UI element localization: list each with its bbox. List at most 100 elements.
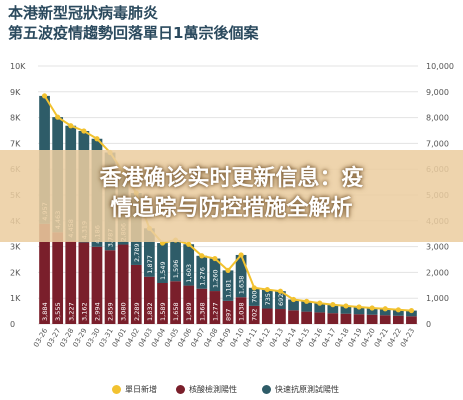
data-label-pcr: 1,489	[185, 302, 193, 321]
data-label-pcr: 897	[225, 309, 233, 321]
legend-swatch-rat	[262, 385, 271, 394]
legend-label-pcr: 核酸檢測陽性	[189, 385, 237, 394]
y-tick-label-right: 2,000	[426, 268, 449, 277]
y-tick-label-right: 7,000	[426, 139, 449, 148]
bar-pcr	[52, 232, 64, 324]
legend-item-daily: 單日新增	[112, 384, 157, 395]
bar-rat	[248, 287, 260, 306]
bar-pcr	[91, 246, 103, 324]
data-label-rat: 1,638	[238, 276, 246, 295]
data-label-pcr: 1,277	[211, 302, 219, 321]
legend-swatch-pcr	[176, 385, 185, 394]
bar-pcr	[130, 264, 142, 324]
data-label-rat: 1,603	[185, 264, 193, 283]
y-tick-label-right: 9,000	[426, 88, 449, 97]
data-label-rat: 1,877	[146, 255, 154, 274]
point-daily-new	[94, 136, 100, 142]
data-label-pcr: 2,289	[133, 302, 141, 321]
y-tick-label-right: 10,000	[426, 62, 454, 71]
data-label-pcr: 3,227	[67, 302, 75, 321]
data-label-rat: 1,596	[172, 260, 180, 279]
point-daily-new	[81, 128, 87, 134]
legend-label-rat: 快速抗原測試陽性	[275, 385, 339, 394]
point-daily-new	[304, 298, 310, 304]
bar-pcr	[406, 316, 417, 324]
bar-pcr	[78, 242, 90, 324]
point-daily-new	[238, 252, 244, 258]
data-label-pcr: 1,832	[146, 302, 154, 321]
bar-rat	[353, 306, 365, 315]
point-daily-new	[395, 307, 401, 313]
bar-rat	[379, 308, 391, 316]
point-daily-new	[317, 300, 323, 306]
data-label-pcr: 2,859	[107, 302, 115, 321]
bar-pcr	[353, 314, 365, 324]
point-daily-new	[264, 286, 270, 293]
bar-pcr	[235, 297, 247, 324]
y-tick-label-left: 0	[10, 320, 15, 329]
point-daily-new	[199, 253, 205, 259]
bar-rat	[366, 308, 378, 315]
bar-rat	[314, 303, 326, 313]
bar-pcr	[157, 283, 168, 324]
bar-rat	[183, 244, 195, 286]
point-daily-new	[68, 123, 74, 129]
bar-rat	[196, 255, 208, 289]
chart-subtitle: 第五波疫情趨勢回落單日1萬宗後個案	[8, 24, 259, 42]
bar-pcr	[314, 312, 326, 324]
bar-pcr	[327, 313, 339, 324]
bar-pcr	[379, 315, 391, 324]
legend-label-daily: 單日新增	[125, 385, 157, 394]
data-label-pcr: 2,994	[93, 302, 101, 321]
bar-rat	[288, 299, 299, 311]
bar-pcr	[248, 305, 260, 324]
bar-pcr	[170, 281, 181, 324]
bar-rat	[275, 291, 286, 310]
chart-title: 本港新型冠狀病毒肺炎	[8, 4, 159, 22]
bar-rat	[157, 243, 168, 284]
data-label-pcr: 1,038	[238, 302, 246, 321]
banner-text: 香港确诊实时更新信息：疫 情追踪与防控措施全解析	[0, 164, 463, 224]
bar-pcr	[39, 223, 50, 324]
bar-rat	[235, 254, 247, 298]
bar-pcr	[261, 308, 273, 324]
data-label-pcr: 1,368	[198, 302, 206, 321]
y-tick-label-left: 1K	[10, 294, 21, 303]
point-daily-new	[41, 93, 48, 99]
bar-pcr	[366, 314, 378, 324]
y-tick-label-left: 2K	[10, 268, 21, 277]
data-label-pcr: 3,884	[41, 302, 49, 321]
bar-rat	[144, 228, 155, 277]
y-tick-label-left: 10K	[10, 62, 26, 71]
banner-line-1: 香港确诊实时更新信息：疫	[99, 166, 364, 191]
legend-swatch-daily	[112, 385, 121, 394]
bar-rat	[170, 240, 181, 282]
point-daily-new	[55, 114, 61, 120]
y-tick-label-right: 1,000	[426, 294, 449, 303]
y-tick-label-left: 8K	[10, 114, 21, 123]
y-tick-label-right: 0	[426, 320, 431, 329]
y-tick-label-left: 9K	[10, 88, 21, 97]
bar-rat	[222, 270, 234, 301]
bar-pcr	[117, 244, 129, 324]
bar-pcr	[65, 240, 77, 324]
data-label-pcr: 1,658	[172, 302, 180, 321]
legend: 單日新增 核酸檢測陽性 快速抗原測試陽性	[0, 384, 463, 400]
data-label-rat: 1,276	[198, 267, 206, 286]
bar-rat	[209, 258, 221, 292]
point-daily-new	[277, 288, 284, 294]
bar-pcr	[301, 311, 312, 324]
banner-overlay	[0, 150, 463, 242]
bar-pcr	[340, 313, 352, 324]
legend-item-pcr: 核酸檢測陽性	[176, 384, 237, 395]
data-label-pcr: 3,162	[80, 302, 88, 321]
bar-pcr	[222, 300, 234, 324]
point-daily-new	[330, 302, 336, 308]
bar-rat	[406, 310, 417, 317]
point-daily-new	[382, 306, 388, 312]
data-label-rat: 735	[264, 293, 272, 305]
data-label-rat: 1,549	[159, 261, 167, 280]
legend-item-rat: 快速抗原測試陽性	[262, 384, 339, 395]
data-label-pcr: 3,080	[120, 302, 128, 321]
bar-rat	[327, 304, 339, 314]
